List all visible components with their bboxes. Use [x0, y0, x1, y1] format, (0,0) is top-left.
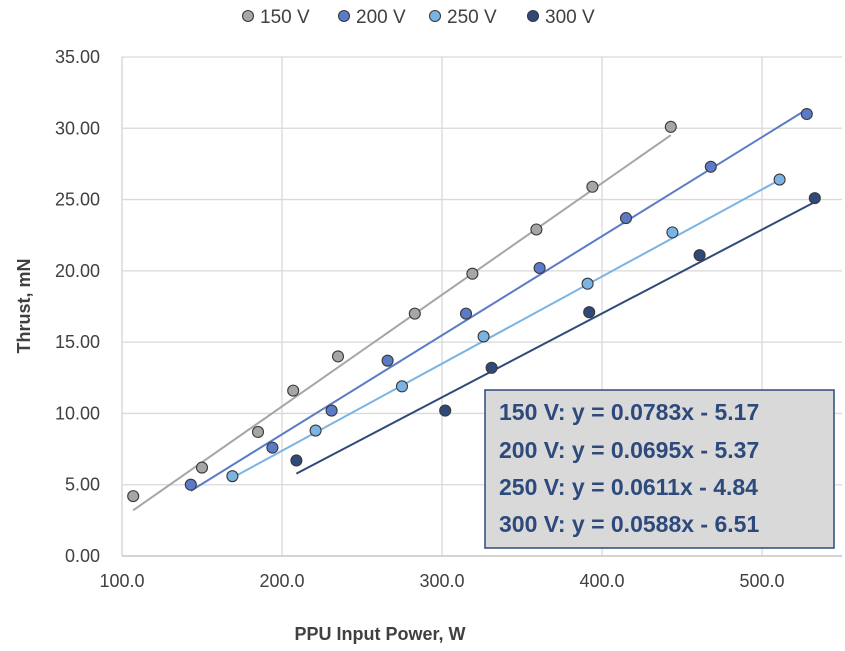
data-point-200v: [184, 478, 197, 491]
equation-box: 150 V: y = 0.0783x - 5.17 200 V: y = 0.0…: [484, 389, 835, 549]
x-tick-label: 300.0: [419, 571, 464, 591]
equation-box-background: [484, 389, 835, 549]
data-point-200v: [533, 261, 546, 275]
data-point-150v: [127, 490, 140, 503]
data-point-250v: [309, 424, 322, 437]
legend-label: 150 V: [260, 7, 310, 28]
data-point-150v: [586, 180, 599, 193]
legend-label: 200 V: [356, 7, 406, 28]
y-tick-label: 0.00: [65, 546, 100, 566]
legend-marker: [428, 9, 442, 23]
data-points: [127, 107, 821, 503]
trendline-150v: [132, 134, 672, 512]
legend-marker: [337, 9, 351, 23]
equation-150v: 150 V: y = 0.0783x - 5.17: [499, 399, 759, 425]
y-tick-label: 30.00: [55, 118, 100, 138]
data-point-200v: [266, 441, 279, 454]
data-point-250v: [666, 226, 679, 239]
data-point-150v: [664, 120, 677, 133]
trendline-200v: [190, 108, 808, 492]
data-point-150v: [287, 384, 300, 397]
data-point-200v: [704, 160, 717, 173]
trendline-250v: [231, 178, 781, 479]
data-point-300v: [485, 361, 498, 374]
data-point-250v: [477, 330, 490, 343]
data-point-200v: [619, 212, 633, 225]
legend-marker: [526, 9, 540, 23]
trendlines: [132, 108, 816, 512]
data-point-300v: [439, 404, 452, 417]
data-point-150v: [331, 350, 345, 363]
y-tick-label: 10.00: [55, 403, 100, 423]
data-point-200v: [381, 354, 394, 367]
data-point-200v: [459, 307, 473, 320]
data-point-250v: [773, 173, 786, 186]
x-tick-label: 500.0: [739, 571, 784, 591]
x-tick-label: 200.0: [259, 571, 304, 591]
data-point-150v: [530, 223, 543, 236]
y-tick-label: 5.00: [65, 475, 100, 495]
x-tick-label: 100.0: [99, 571, 144, 591]
trendline-300v: [295, 201, 816, 475]
data-point-200v: [800, 107, 813, 121]
x-axis-title: PPU Input Power, W: [294, 624, 465, 644]
equation-250v: 250 V: y = 0.0611x - 4.84: [499, 474, 758, 500]
y-axis-title: Thrust, mN: [14, 258, 34, 353]
data-point-200v: [325, 404, 338, 417]
x-tick-label: 400.0: [579, 571, 624, 591]
data-point-300v: [290, 454, 303, 467]
equation-300v: 300 V: y = 0.0588x - 6.51: [499, 511, 759, 537]
y-tick-label: 15.00: [55, 332, 100, 352]
y-tick-label: 25.00: [55, 190, 100, 210]
data-point-250v: [395, 380, 409, 393]
data-point-150v: [251, 425, 265, 439]
data-point-150v: [466, 267, 479, 280]
legend-marker: [241, 9, 255, 23]
legend-label: 250 V: [447, 7, 497, 28]
legend: 150 V 200 V 250 V 300 V: [241, 7, 595, 28]
data-point-250v: [226, 470, 239, 483]
data-point-150v: [408, 307, 421, 320]
data-point-250v: [581, 277, 594, 290]
y-tick-label: 20.00: [55, 261, 100, 281]
data-point-150v: [195, 461, 209, 474]
y-tick-label: 35.00: [55, 47, 100, 67]
data-point-300v: [693, 249, 706, 262]
data-point-300v: [808, 192, 821, 205]
axes: 0.00 5.00 10.00 15.00 20.00 25.00 30.00 35.00 10…: [55, 47, 842, 591]
legend-label: 300 V: [545, 7, 595, 28]
data-point-300v: [583, 306, 596, 319]
equation-200v: 200 V: y = 0.0695x - 5.37: [499, 437, 759, 463]
